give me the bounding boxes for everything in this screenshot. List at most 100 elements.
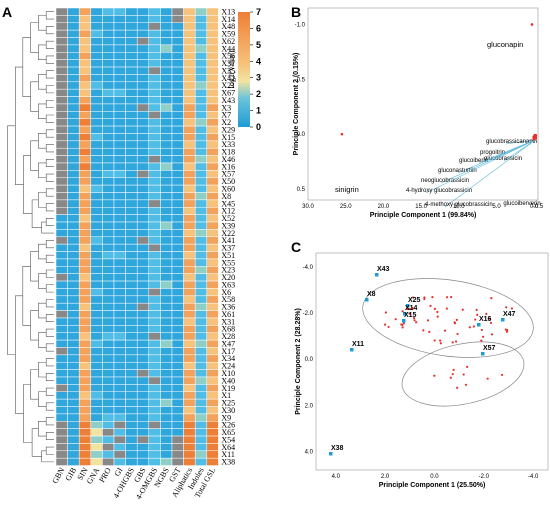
row-label: X46	[221, 155, 235, 164]
heatmap-cell	[194, 288, 208, 297]
row-label: X52	[221, 214, 235, 223]
heatmap-cell	[183, 111, 196, 119]
data-point	[428, 330, 431, 334]
heatmap-cell	[148, 266, 161, 274]
x-tick-label: 25.0	[340, 204, 352, 210]
heatmap-cell	[113, 450, 126, 459]
point-label: neoglucobrassicin	[421, 178, 469, 184]
row-label: X40	[221, 376, 235, 385]
data-point	[431, 295, 434, 299]
heatmap-cell	[90, 22, 103, 31]
heatmap-cell	[171, 155, 184, 164]
heatmap-cell	[67, 236, 80, 245]
heatmap-cell	[171, 266, 184, 274]
heatmap-cell	[171, 236, 184, 245]
data-point	[533, 135, 537, 138]
heatmap-cell	[160, 339, 173, 348]
dendrogram-branch	[38, 15, 47, 31]
y-tick-label: 0.5	[297, 187, 306, 193]
heatmap-cell	[160, 140, 173, 149]
heatmap-cell	[160, 288, 173, 297]
heatmap-cell	[206, 52, 219, 60]
heatmap-cell	[206, 406, 219, 415]
heatmap-cell	[125, 207, 138, 215]
row-label: X51	[221, 251, 235, 260]
heatmap-cell	[194, 140, 208, 149]
heatmap-cell	[148, 369, 161, 378]
x-tick-label: 15.0	[415, 204, 427, 210]
heatmap-cell	[194, 88, 208, 97]
row-label: X12	[221, 207, 235, 216]
data-point	[406, 307, 409, 310]
heatmap-cell	[206, 347, 219, 356]
heatmap-cell	[183, 406, 196, 415]
heatmap-cell	[125, 140, 138, 149]
heatmap-cell	[125, 376, 138, 385]
heatmap-cell	[125, 22, 138, 31]
heatmap-cell	[183, 317, 196, 326]
heatmap-cell	[67, 229, 80, 238]
heatmap-cell	[194, 258, 208, 267]
heatmap-cell	[90, 207, 103, 215]
heatmap-cell	[148, 428, 161, 437]
heatmap-cell	[171, 133, 184, 142]
heatmap-cell	[148, 29, 161, 38]
heatmap-cell	[102, 317, 115, 326]
dendrogram-branch	[38, 332, 47, 348]
heatmap-cell	[125, 229, 138, 238]
heatmap-cell	[148, 347, 161, 356]
heatmap-cell	[194, 266, 208, 274]
heatmap-cell	[125, 266, 138, 274]
heatmap-cell	[78, 199, 92, 208]
heatmap-cell	[136, 243, 150, 252]
heatmap-cell	[90, 74, 103, 83]
heatmap-cell	[78, 103, 92, 112]
dendrogram-branch	[38, 103, 47, 119]
heatmap-cell	[125, 170, 138, 178]
heatmap-cell	[194, 236, 208, 245]
heatmap-cell	[171, 251, 184, 260]
heatmap-cell	[194, 339, 208, 348]
heatmap-cell	[183, 339, 196, 348]
dendrogram-branch	[45, 70, 54, 79]
heatmap-cell	[78, 81, 92, 90]
heatmap-cell	[78, 310, 92, 319]
heatmap-cell	[125, 288, 138, 297]
heatmap-cell	[67, 406, 80, 415]
heatmap-cell	[102, 103, 115, 112]
dendrogram-branch	[23, 384, 33, 443]
heatmap-cell	[125, 361, 138, 370]
heatmap-cell	[125, 74, 138, 83]
heatmap-cell	[171, 140, 184, 149]
heatmap-cell	[102, 266, 115, 274]
heatmap-cell	[55, 310, 68, 319]
heatmap-cell	[136, 162, 150, 171]
heatmap-cell	[55, 170, 68, 178]
data-point	[452, 368, 455, 371]
heatmap-cell	[125, 302, 138, 311]
heatmap-cell	[206, 170, 219, 178]
heatmap-cell	[206, 81, 219, 90]
heatmap-cell	[102, 37, 115, 46]
heatmap-cell	[102, 236, 115, 245]
heatmap-cell	[171, 361, 184, 370]
heatmap-cell	[90, 29, 103, 38]
heatmap-cell	[90, 184, 103, 193]
dendrogram-branch	[45, 402, 54, 411]
heatmap-cell	[113, 391, 126, 400]
panel-label-a: A	[2, 4, 12, 20]
heatmap-cell	[194, 398, 208, 407]
heatmap-cell	[160, 7, 173, 16]
heatmap-cell	[78, 214, 92, 223]
data-point	[480, 339, 483, 342]
heatmap-cell	[55, 184, 68, 193]
row-label: X48	[221, 22, 235, 31]
heatmap-cell	[148, 96, 161, 105]
heatmap-cell	[206, 443, 219, 452]
heatmap-cell	[113, 15, 126, 24]
heatmap	[55, 7, 219, 466]
heatmap-cell	[125, 192, 138, 201]
heatmap-cell	[102, 199, 115, 208]
heatmap-cell	[136, 184, 150, 193]
heatmap-cell	[171, 74, 184, 83]
